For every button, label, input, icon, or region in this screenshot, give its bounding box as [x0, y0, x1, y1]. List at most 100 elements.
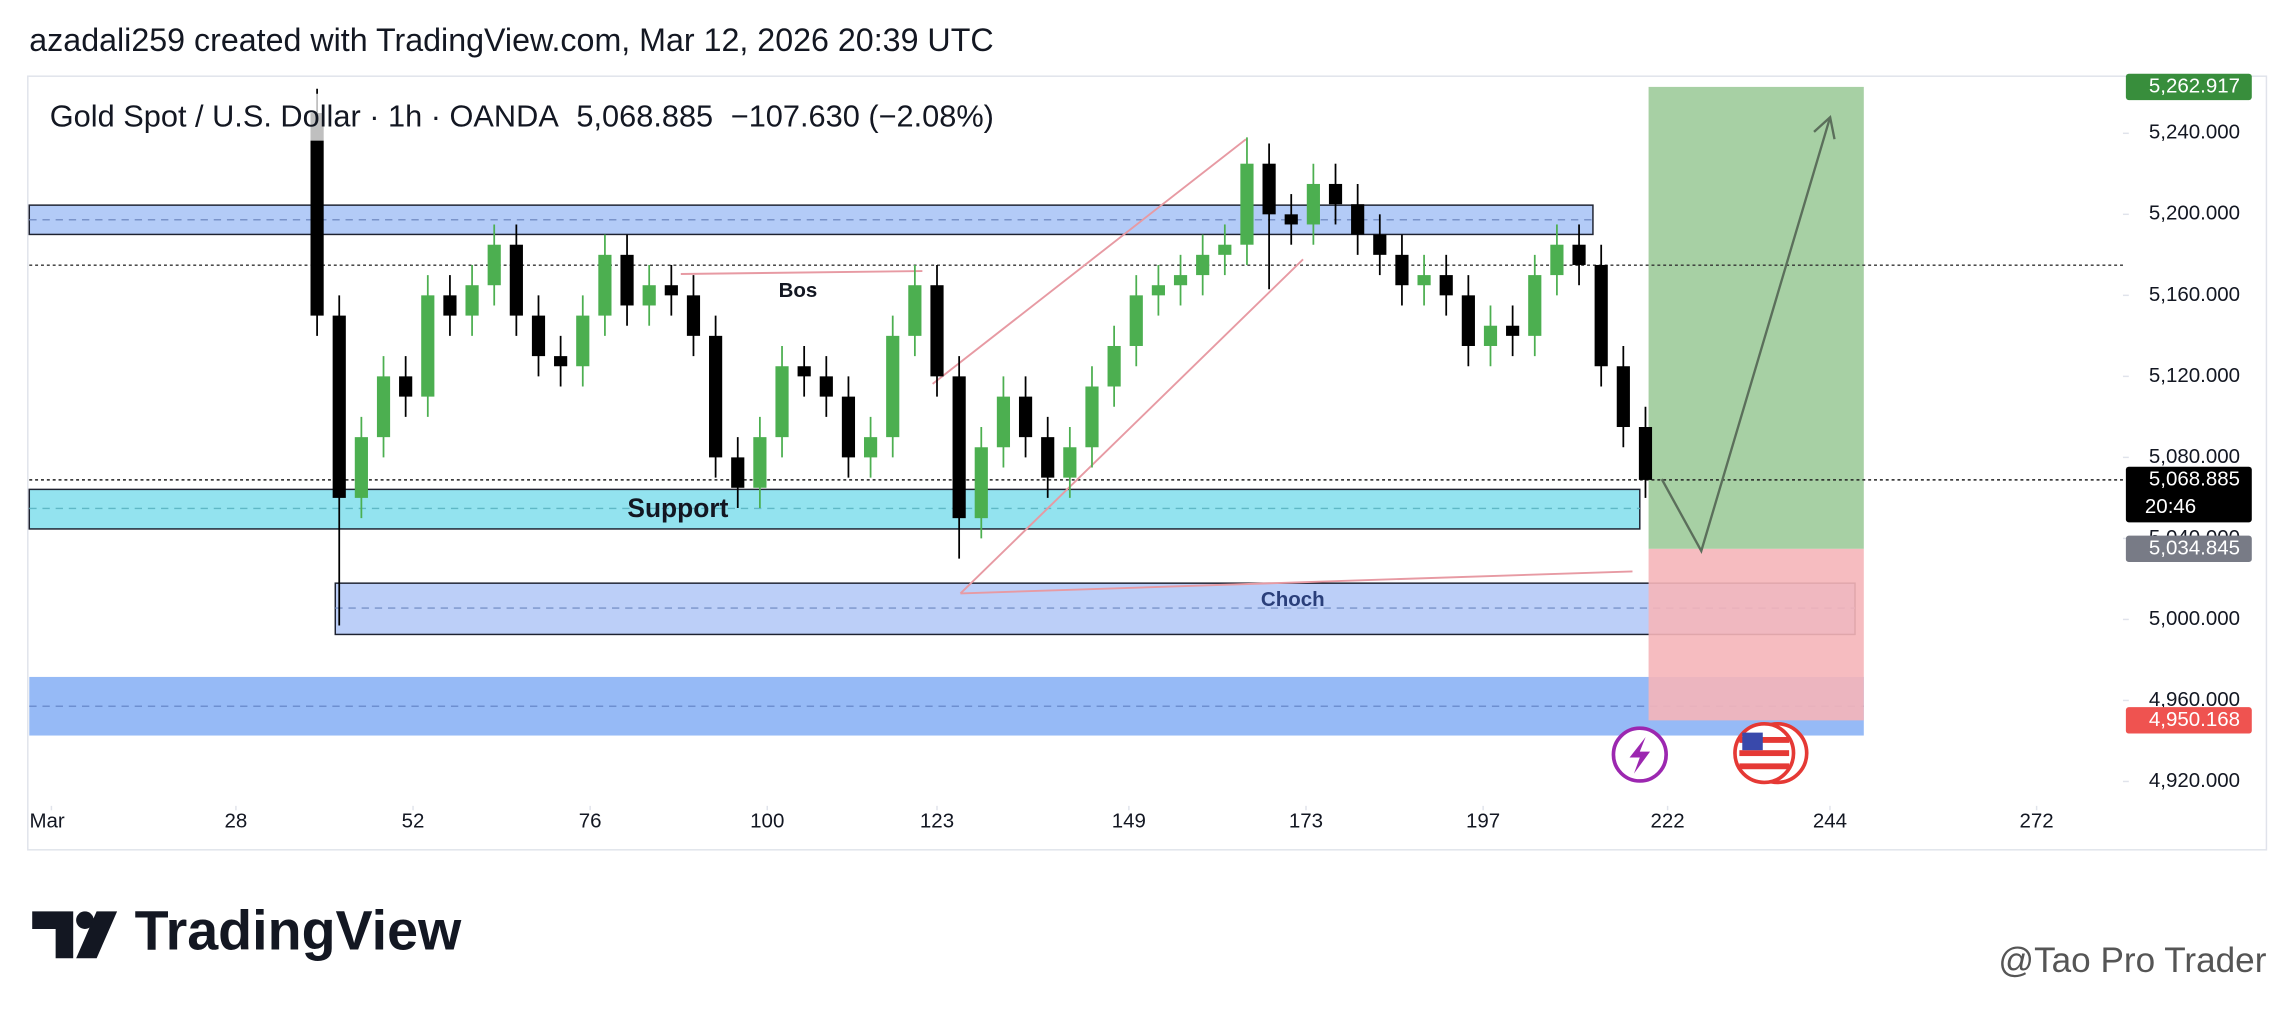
channel-line: [932, 138, 1247, 385]
y-tick-label: 5,200.000: [2149, 202, 2240, 225]
candle-body: [509, 244, 523, 316]
candle-body: [642, 285, 656, 306]
candle-body: [1107, 345, 1121, 387]
candle-body: [1572, 244, 1586, 265]
take-profit-zone: [1648, 86, 1864, 549]
choch-line: [960, 570, 1633, 595]
candle-body: [531, 315, 546, 357]
candle-body: [797, 366, 811, 377]
candle-body: [354, 437, 368, 498]
candle-body: [664, 285, 678, 296]
last-price: 5,068.885: [576, 99, 713, 134]
axes: 5,240.000 5,200.000 5,160.000 5,120.000 5,08…: [29, 73, 2252, 832]
candle-body: [1218, 244, 1232, 255]
price-label-bg: [2125, 535, 2252, 563]
y-tick-label: 5,000.000: [2149, 607, 2240, 630]
x-tick-label: 100: [750, 809, 784, 832]
candle-body: [399, 376, 413, 397]
price-label: 4,950.168: [2149, 708, 2240, 731]
candle-body: [443, 295, 457, 316]
candle-body: [1461, 295, 1475, 346]
candle-body: [686, 295, 701, 336]
change: −107.630 (−2.08%): [731, 99, 994, 134]
symbol: Gold Spot / U.S. Dollar · 1h · OANDA: [50, 99, 560, 134]
candle-body: [863, 437, 878, 458]
candle-body: [1594, 264, 1608, 367]
zones: [28, 204, 1864, 736]
arrow-head: [1813, 114, 1836, 140]
projection-arrow: [1660, 114, 1836, 554]
candle-body: [709, 335, 723, 458]
candle-body: [1550, 244, 1564, 276]
price-label: 5,068.885: [2149, 467, 2240, 490]
candle-body: [731, 457, 745, 488]
candle-body: [1196, 254, 1210, 276]
candle-body: [465, 285, 479, 316]
bos-line: [680, 270, 923, 275]
logo-text: TradingView: [135, 899, 462, 961]
y-tick-label: 5,240.000: [2149, 121, 2240, 144]
candle-body: [930, 285, 944, 377]
x-tick-label: 197: [1466, 809, 1500, 832]
candle-body: [1506, 325, 1520, 336]
y-tick-label: 4,960.000: [2149, 688, 2240, 711]
candle-body: [841, 396, 856, 458]
arrow-path: [1660, 116, 1832, 554]
candle-body: [376, 376, 391, 438]
candle-body: [974, 447, 988, 519]
y-tick-label: 5,080.000: [2149, 445, 2240, 468]
candle-body: [421, 295, 435, 397]
candle-body: [996, 396, 1011, 448]
choch-label: Choch: [1261, 588, 1325, 611]
candle-body: [1151, 285, 1165, 296]
candle-body: [775, 366, 789, 438]
candle-body: [952, 376, 966, 519]
flag-stripe: [1739, 737, 1790, 743]
x-tick-label: 28: [225, 809, 248, 832]
position: [29, 86, 2123, 721]
candle-body: [1638, 427, 1653, 480]
candle-body: [1129, 295, 1143, 346]
candle-body: [1439, 275, 1453, 296]
candle-body: [819, 376, 833, 397]
event-icons: [1611, 721, 1809, 785]
x-tick-label: 173: [1289, 809, 1323, 832]
candle-body: [1417, 275, 1431, 286]
logo-mark: [32, 911, 74, 959]
x-tick-label: 76: [579, 809, 602, 832]
candle-body: [1262, 163, 1276, 215]
candle-body: [1395, 254, 1409, 286]
candle-body: [1063, 447, 1077, 478]
resistance-zone: [28, 204, 1594, 236]
legend: Gold Spot / U.S. Dollar · 1h · OANDA 5,06…: [50, 99, 994, 134]
byline: azadali259 created with TradingView.com,…: [29, 22, 993, 58]
price-label: 5,034.845: [2149, 536, 2240, 559]
candle-body: [1018, 396, 1033, 438]
choch-zone: [334, 582, 1856, 636]
candle-body: [554, 356, 568, 367]
logo-mark: [76, 911, 118, 959]
candle-body: [1351, 204, 1365, 235]
candle-body: [886, 335, 900, 438]
y-tick-label: 4,920.000: [2149, 769, 2240, 792]
x-tick-label: 244: [1813, 809, 1847, 832]
drawings: [680, 138, 1633, 595]
candle-body: [310, 113, 324, 316]
candle-body: [1306, 183, 1320, 225]
candles: [310, 88, 1653, 626]
x-tick-label: 123: [920, 809, 954, 832]
logo: TradingView: [32, 899, 462, 962]
price-label: 5,262.917: [2149, 74, 2240, 97]
flag-stripe: [1739, 763, 1790, 770]
channel-line: [959, 258, 1304, 595]
candle-body: [1173, 275, 1188, 286]
candle-body: [1085, 386, 1099, 448]
x-tick-label: Mar: [29, 809, 64, 832]
x-tick-label: 222: [1651, 809, 1685, 832]
candle-body: [620, 254, 634, 306]
candle-body: [1284, 214, 1298, 225]
candle-body: [1483, 325, 1498, 346]
candle-body: [576, 315, 590, 367]
